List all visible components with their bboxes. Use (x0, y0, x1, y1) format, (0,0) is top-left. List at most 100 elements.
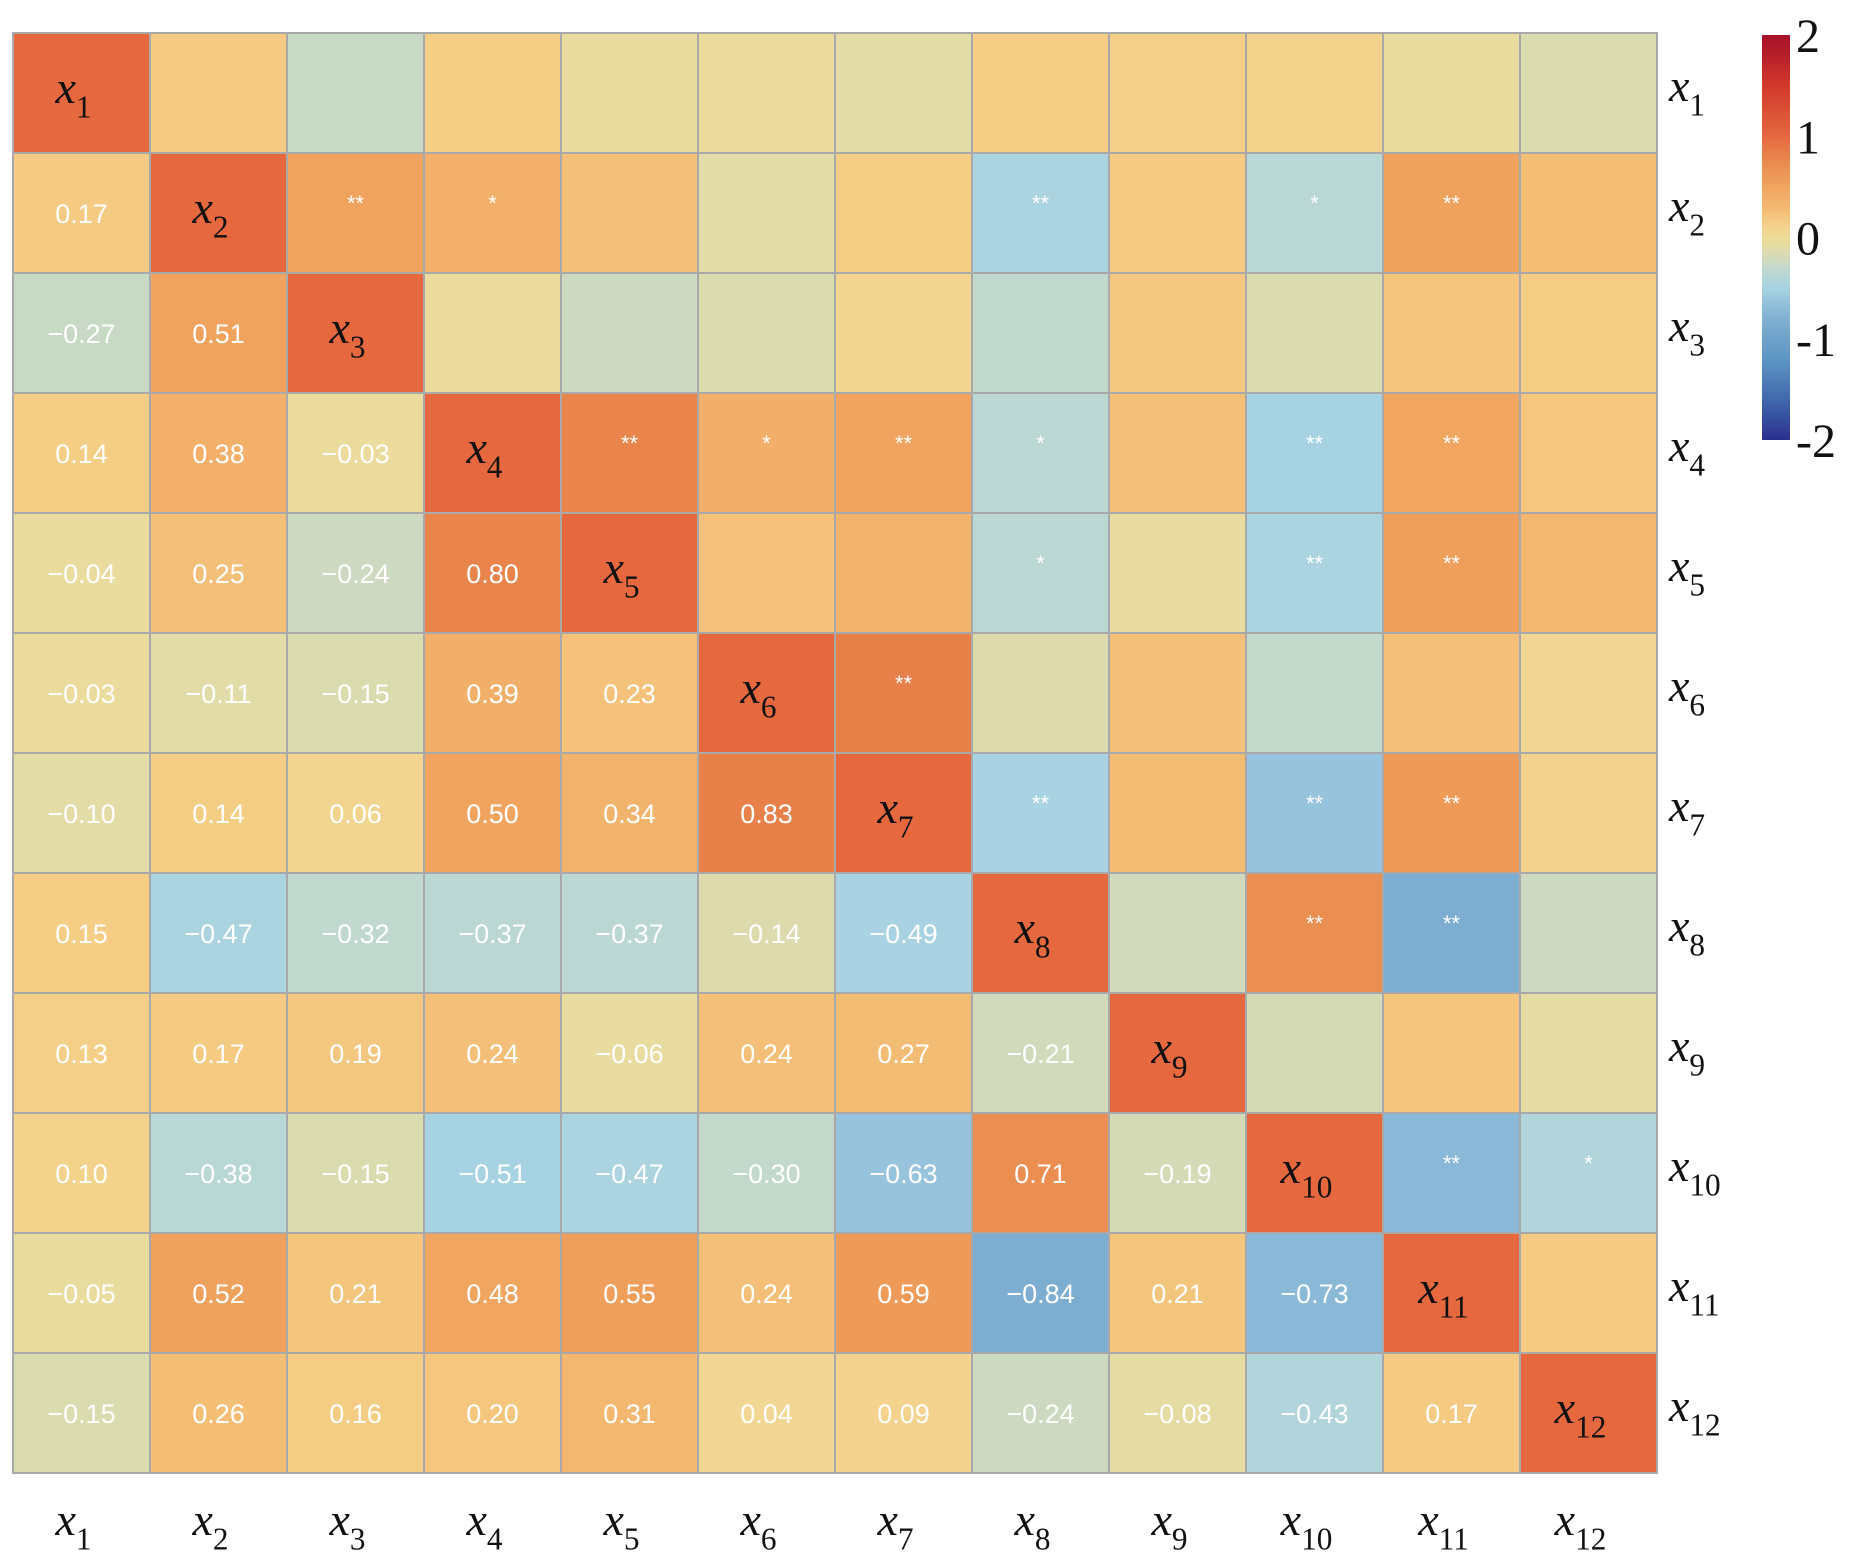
cell-fill (562, 274, 697, 392)
cell-value-label: −0.15 (321, 1159, 389, 1189)
heatmap-cell (1110, 874, 1245, 992)
cell-fill (562, 874, 697, 992)
cell-value-label: 0.34 (603, 799, 656, 829)
cell-fill (1247, 154, 1382, 272)
cell-fill (288, 994, 423, 1112)
cell-fill (1384, 754, 1519, 872)
cell-value-label: 0.20 (466, 1399, 519, 1429)
column-label: x5 (602, 1494, 639, 1557)
cell-fill (699, 754, 834, 872)
heatmap-cell: x2 (151, 154, 286, 272)
cell-fill (836, 1234, 971, 1352)
cell-fill (1521, 994, 1656, 1112)
cell-value-label: 0.52 (192, 1279, 245, 1309)
cell-fill (562, 1354, 697, 1472)
cell-fill (1247, 1114, 1382, 1232)
cell-fill (1110, 874, 1245, 992)
cell-fill (1110, 34, 1245, 152)
label-subscript: 3 (1689, 328, 1705, 363)
heatmap-cell: 0.83 (699, 754, 834, 872)
cell-fill (1521, 1354, 1656, 1472)
cell-fill (1521, 874, 1656, 992)
heatmap-cell: 0.24 (425, 994, 560, 1112)
cell-value-label: 0.09 (877, 1399, 930, 1429)
significance-marker: ** (347, 191, 365, 216)
cell-fill (562, 514, 697, 632)
heatmap-cell (1110, 514, 1245, 632)
cell-fill (1110, 1114, 1245, 1232)
cell-fill (1384, 874, 1519, 992)
cell-fill (973, 1234, 1108, 1352)
label-subscript: 11 (1439, 1290, 1469, 1325)
cell-fill (973, 154, 1108, 272)
cell-fill (836, 274, 971, 392)
cell-fill (699, 1114, 834, 1232)
cell-value-label: 0.14 (192, 799, 245, 829)
cell-fill (562, 994, 697, 1112)
cell-fill (973, 1354, 1108, 1472)
heatmap-cell (1521, 1234, 1656, 1352)
cell-fill (151, 634, 286, 752)
cell-value-label: −0.38 (184, 1159, 252, 1189)
cell-fill (288, 754, 423, 872)
cell-fill (1110, 514, 1245, 632)
cell-value-label: −0.37 (458, 919, 526, 949)
label-base: x (1013, 1494, 1035, 1545)
heatmap-cell: 0.71 (973, 1114, 1108, 1232)
heatmap-cell: x12 (1521, 1354, 1656, 1472)
colorbar-tick-label: 1 (1796, 111, 1820, 164)
cell-fill (836, 394, 971, 512)
cell-fill (562, 1234, 697, 1352)
heatmap-cell (425, 274, 560, 392)
heatmap-cell: x7 (836, 754, 971, 872)
cell-fill (562, 634, 697, 752)
heatmap-cell: −0.19 (1110, 1114, 1245, 1232)
cell-fill (14, 1234, 149, 1352)
heatmap-cell (1110, 274, 1245, 392)
row-label: x3 (1668, 300, 1705, 363)
heatmap-cell: ** (1384, 754, 1519, 872)
cell-value-label: 0.15 (55, 919, 108, 949)
cell-fill (151, 1354, 286, 1472)
label-base: x (328, 302, 350, 353)
label-base: x (328, 1494, 350, 1545)
heatmap-cell: 0.31 (562, 1354, 697, 1472)
label-base: x (1668, 300, 1690, 351)
diagonal-label: x4 (465, 422, 502, 485)
label-subscript: 6 (1689, 688, 1705, 723)
cell-fill (1247, 1234, 1382, 1352)
cell-fill (699, 274, 834, 392)
label-base: x (1417, 1262, 1439, 1313)
label-base: x (1554, 1382, 1576, 1433)
label-subscript: 9 (1172, 1522, 1188, 1557)
cell-fill (151, 874, 286, 992)
heatmap-cell: 0.48 (425, 1234, 560, 1352)
label-subscript: 7 (1689, 808, 1705, 843)
cell-fill (288, 274, 423, 392)
heatmap-cell (1521, 34, 1656, 152)
cell-fill (836, 754, 971, 872)
heatmap-cell (562, 34, 697, 152)
heatmap-cell (973, 634, 1108, 752)
heatmap-cell: ** (1384, 514, 1519, 632)
cell-fill (1521, 34, 1656, 152)
significance-marker: ** (1032, 791, 1050, 816)
cell-fill (836, 634, 971, 752)
label-base: x (1668, 1380, 1690, 1431)
cell-fill (836, 994, 971, 1112)
cell-fill (836, 1114, 971, 1232)
heatmap-cell (1247, 274, 1382, 392)
label-base: x (1280, 1142, 1302, 1193)
heatmap-cell: ** (973, 154, 1108, 272)
cell-fill (151, 274, 286, 392)
heatmap-cell: x5 (562, 514, 697, 632)
heatmap-cell: ** (973, 754, 1108, 872)
cell-value-label: 0.50 (466, 799, 519, 829)
heatmap-cell: 0.13 (14, 994, 149, 1112)
heatmap-cell (151, 34, 286, 152)
heatmap-cell: 0.24 (699, 994, 834, 1112)
cell-value-label: 0.17 (55, 199, 108, 229)
heatmap-cell: −0.06 (562, 994, 697, 1112)
label-subscript: 9 (1172, 1050, 1188, 1085)
heatmap-cell: 0.17 (1384, 1354, 1519, 1472)
